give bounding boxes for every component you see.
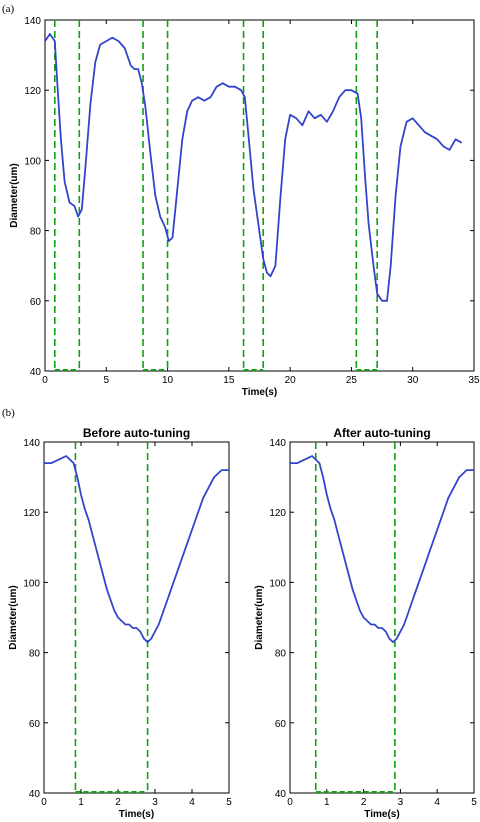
x-tick-label: 10 [162,375,174,386]
y-axis-label: Diameter(um) [9,163,20,227]
x-tick-label: 0 [41,797,47,808]
panel-label-a: (a) [2,3,15,15]
panel-label-b: (b) [2,407,15,419]
x-axis-label: Time(s) [364,809,399,820]
y-tick-label: 40 [29,789,41,800]
y-tick-label: 120 [23,508,40,519]
x-tick-label: 1 [324,797,330,808]
chart-title: After auto-tuning [333,426,430,440]
x-tick-label: 3 [152,797,158,808]
x-tick-label: 0 [42,375,48,386]
x-tick-label: 25 [346,375,358,386]
chart-after-auto-tuning: 0 1 2 3 4 5 40 60 80 100 120 140 Time(s) Diameter(um)… [254,426,477,820]
y-tick-label: 40 [275,789,287,800]
x-tick-label: 0 [287,797,293,808]
y-tick-label: 120 [24,86,41,97]
y-tick-label: 140 [24,16,41,27]
diameter-series-line [290,455,474,643]
x-tick-label: 3 [398,797,404,808]
y-tick-label: 120 [269,508,286,519]
y-tick-label: 100 [269,578,286,589]
y-tick-label: 100 [23,578,40,589]
x-tick-label: 5 [226,797,232,808]
y-tick-label: 60 [29,719,41,730]
chart-title: Before auto-tuning [83,426,190,440]
x-tick-label: 5 [471,797,477,808]
x-tick-label: 35 [468,375,480,386]
x-tick-label: 30 [407,375,419,386]
x-tick-label: 4 [434,797,440,808]
axes-box [43,441,230,794]
x-axis-label: Time(s) [242,387,277,398]
x-axis-label: Time(s) [119,809,154,820]
x-tick-label: 15 [223,375,235,386]
y-tick-label: 40 [30,367,42,378]
y-tick-label: 80 [29,649,41,660]
y-tick-label: 60 [275,719,287,730]
y-tick-label: 60 [30,297,42,308]
y-tick-label: 80 [30,227,42,238]
x-tick-label: 1 [78,797,84,808]
x-tick-label: 2 [115,797,121,808]
x-tick-label: 2 [361,797,367,808]
x-tick-label: 4 [189,797,195,808]
axes-box [289,441,475,794]
y-axis-label: Diameter(um) [254,585,265,649]
axes-box [44,19,475,372]
y-axis-label: Diameter(um) [8,585,19,649]
diameter-series-line [44,455,229,643]
y-tick-label: 140 [23,438,40,449]
chart-before-auto-tuning: 0 1 2 3 4 5 40 60 80 100 120 140 Time(s) Diameter(um)… [8,426,232,820]
x-tick-label: 5 [104,375,110,386]
x-tick-label: 20 [285,375,297,386]
y-tick-label: 140 [269,438,286,449]
chart-panel-a: 0 5 10 15 20 25 30 35 40 60 80 100 120 140 Time(s) Diam… [9,16,480,398]
y-tick-label: 100 [24,156,41,167]
y-tick-label: 80 [275,649,287,660]
diameter-series-line [44,33,463,302]
